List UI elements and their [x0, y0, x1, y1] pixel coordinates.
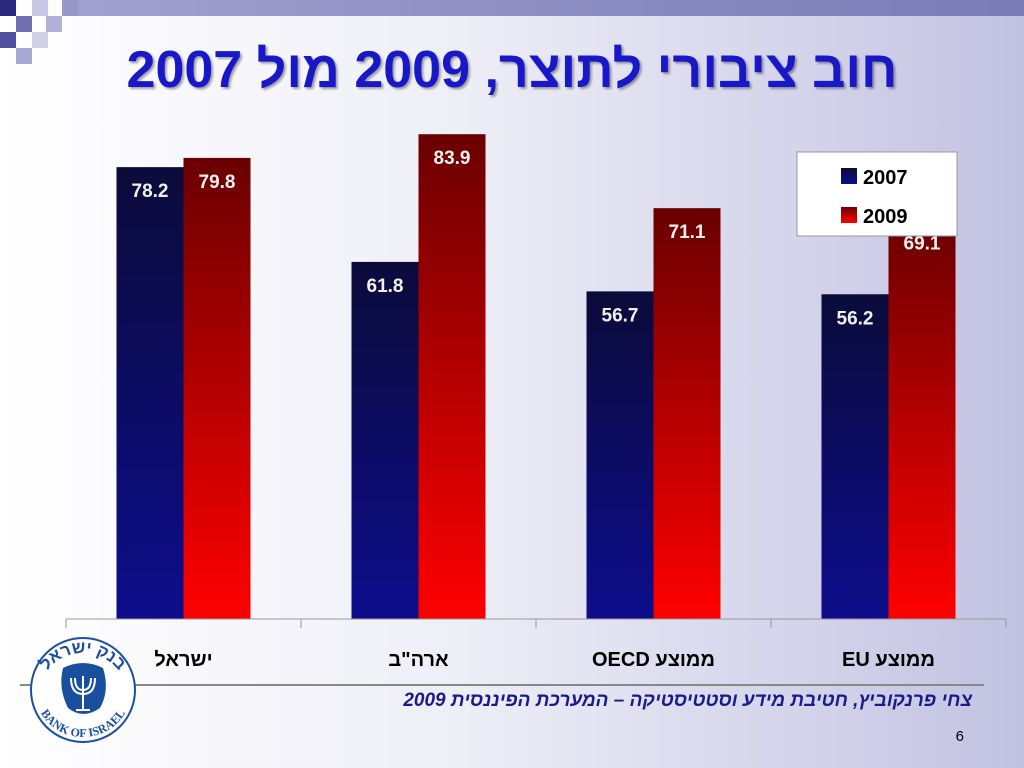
value-label-2009-0: 79.8 [199, 172, 236, 193]
category-label-2: ממוצע OECD [592, 649, 715, 671]
legend-swatch-2009 [841, 207, 857, 223]
bar-2007-3 [821, 294, 889, 619]
category-label-0: ישראל [154, 649, 212, 671]
value-label-2007-2: 56.7 [602, 305, 639, 326]
value-label-2009-3: 69.1 [904, 234, 941, 255]
bar-2009-0 [183, 157, 251, 619]
value-label-2007-3: 56.2 [837, 308, 874, 329]
bar-2009-3 [888, 219, 956, 619]
value-label-2009-2: 71.1 [669, 222, 706, 243]
bar-2007-2 [586, 291, 654, 619]
bar-2009-1 [418, 134, 486, 619]
category-label-1: ארה"ב [388, 649, 449, 671]
page-number: 6 [955, 728, 964, 745]
bar-2009-2 [653, 208, 721, 620]
category-label-3: ממוצע EU [842, 649, 935, 671]
value-label-2009-1: 83.9 [434, 148, 471, 169]
legend-box [796, 151, 958, 237]
source-credit: צחי פרנקוביץ, חטיבת מידע וסטטיסטיקה – המ… [403, 690, 972, 711]
bank-of-israel-logo: בנק ישראל BANK OF ISRAEL [30, 637, 136, 743]
bar-2007-1 [351, 261, 419, 619]
legend-label-2009: 2009 [863, 206, 908, 228]
chart-legend: 2007 2009 [796, 151, 958, 237]
slide-title: חוב ציבורי לתוצר, 2009 מול 2007 [126, 41, 898, 99]
legend-swatch-2007 [841, 168, 857, 184]
value-label-2007-1: 61.8 [367, 276, 404, 297]
value-label-2007-0: 78.2 [132, 181, 169, 202]
legend-label-2007: 2007 [863, 167, 908, 189]
footer-divider [20, 684, 984, 686]
bar-2007-0 [116, 167, 184, 620]
